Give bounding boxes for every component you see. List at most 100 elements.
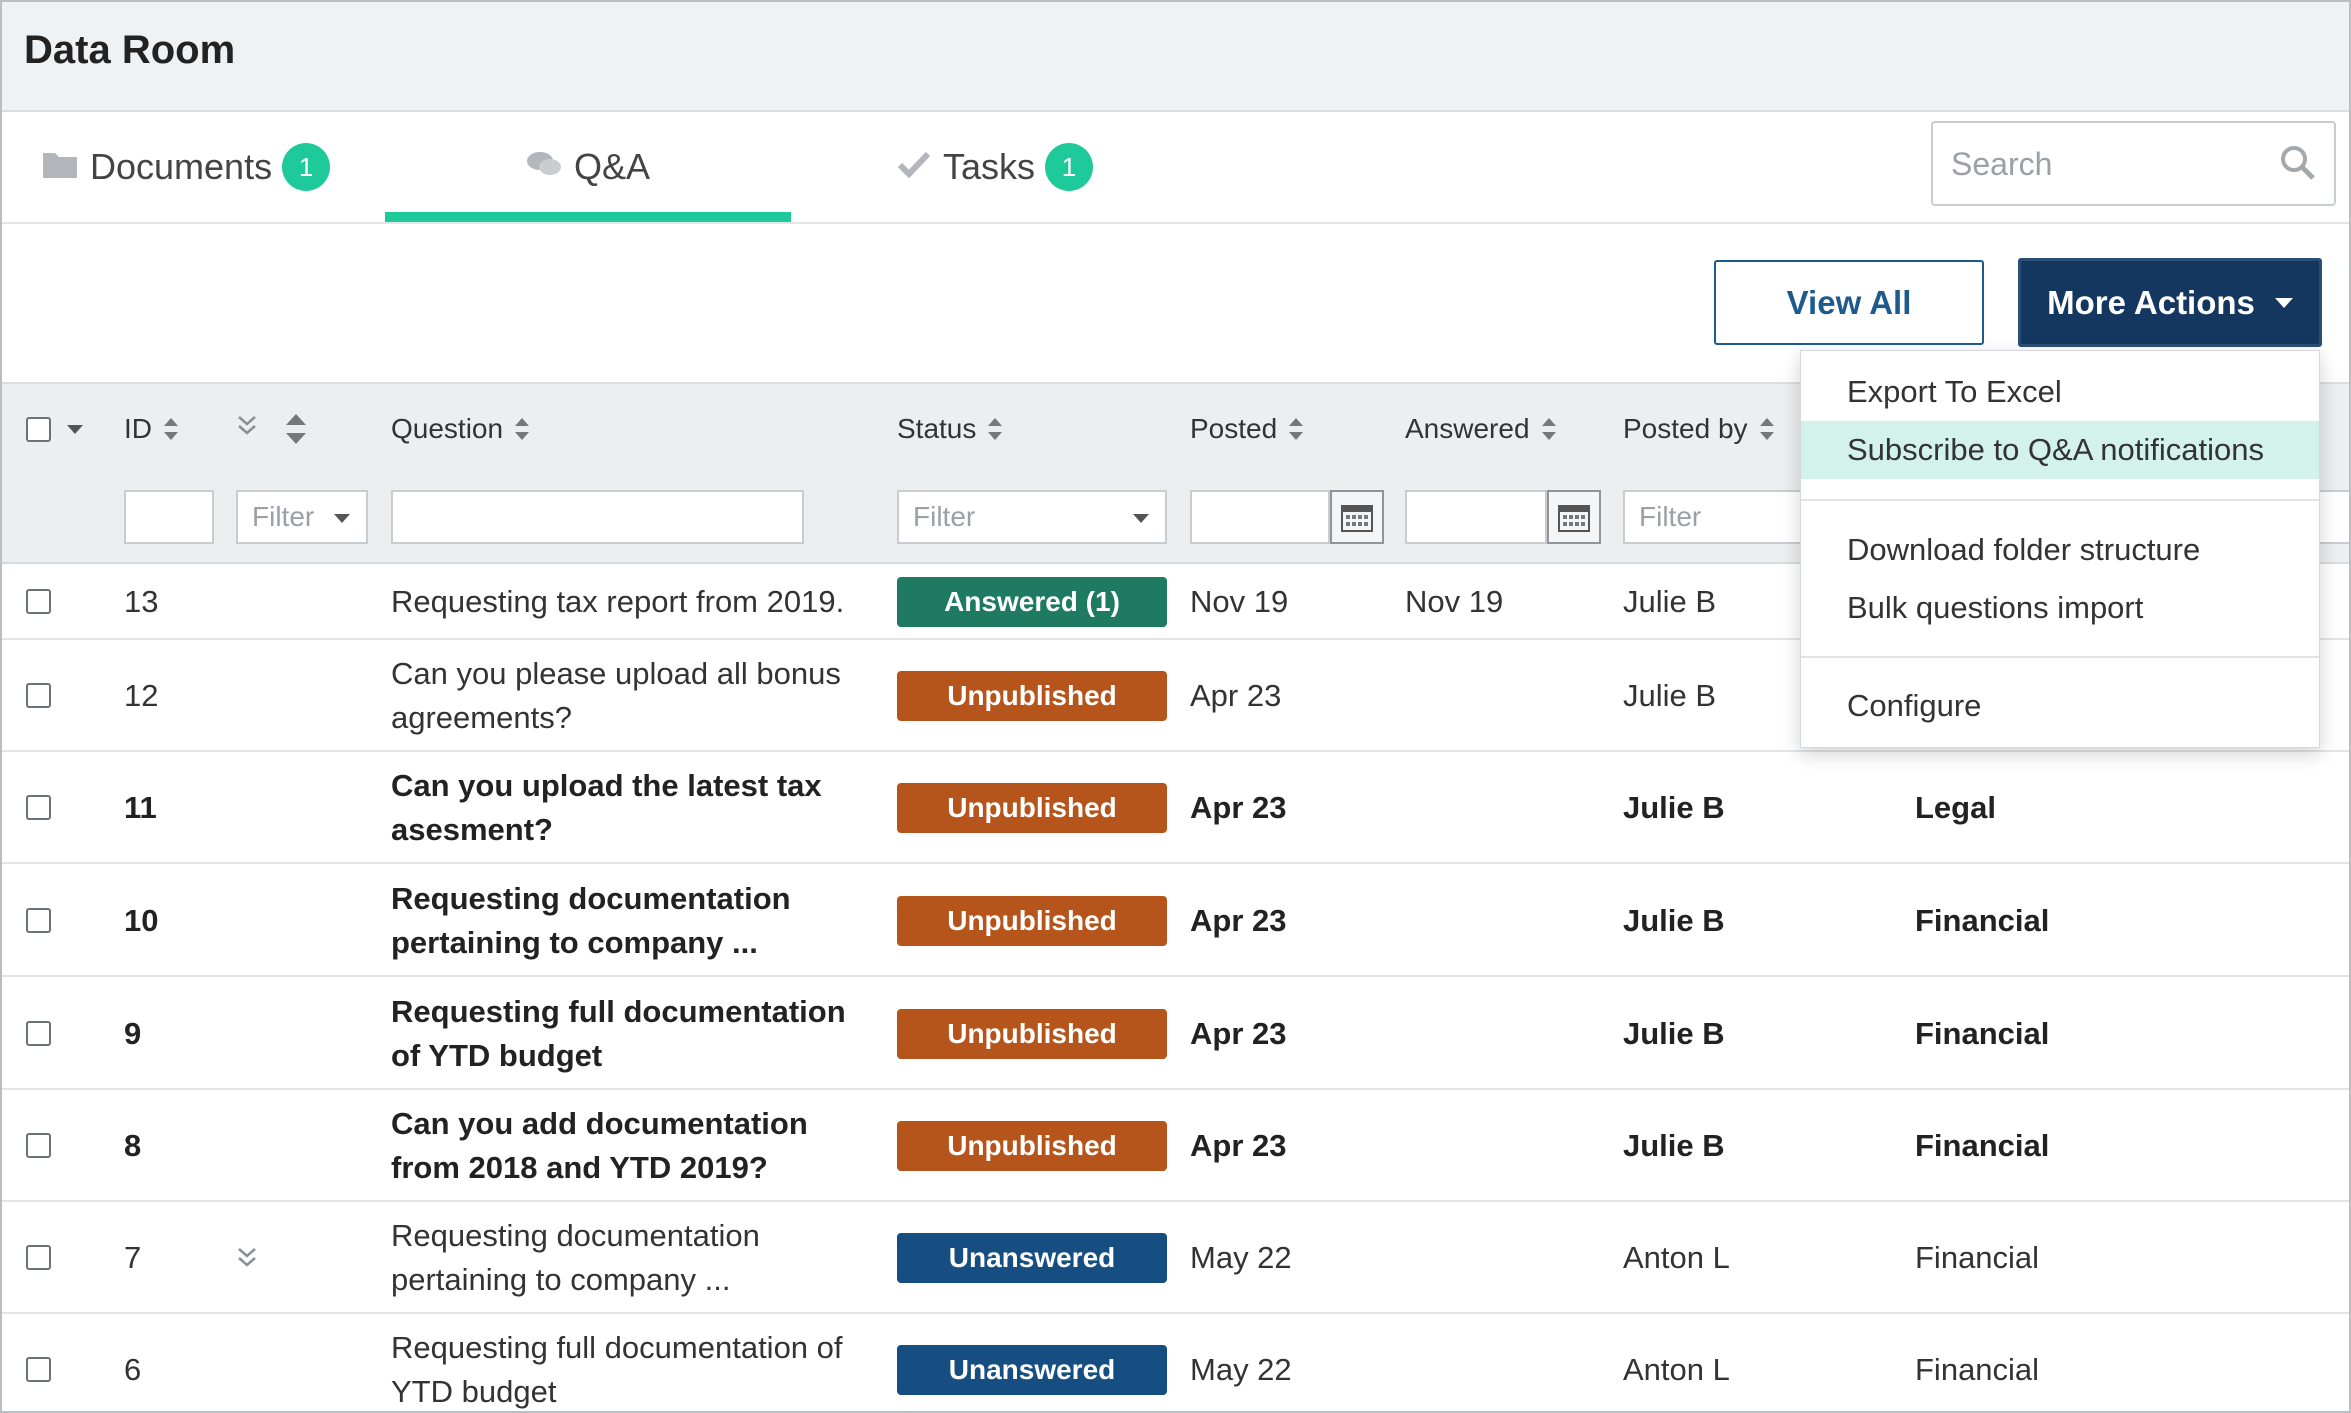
row-id: 8 <box>124 1128 142 1163</box>
menu-item-configure[interactable]: Configure <box>1847 688 1982 723</box>
tasks-count-badge: 1 <box>1045 143 1094 191</box>
page-title: Data Room <box>24 28 236 72</box>
row-posted-date: Apr 23 <box>1190 678 1282 713</box>
column-header-id[interactable]: ID <box>124 384 178 474</box>
search-input[interactable] <box>1951 141 2271 187</box>
tab-documents[interactable]: Documents 1 <box>42 112 331 222</box>
status-badge: Answered (1) <box>897 577 1167 627</box>
id-filter-input[interactable] <box>124 490 214 544</box>
caret-down-icon <box>334 514 350 523</box>
filter-placeholder: Filter <box>913 501 976 532</box>
row-id: 12 <box>124 678 159 713</box>
row-checkbox[interactable] <box>26 589 51 614</box>
search-icon[interactable] <box>2278 143 2318 183</box>
row-posted-by: Julie B <box>1623 790 1725 825</box>
row-question[interactable]: Can you please upload all bonus agreemen… <box>391 656 841 735</box>
menu-item-download-folder-structure[interactable]: Download folder structure <box>1847 532 2201 567</box>
menu-item-bulk-questions-import[interactable]: Bulk questions import <box>1847 590 2144 625</box>
row-category: Financial <box>1915 1015 2050 1051</box>
table-row[interactable]: 6 Requesting full documentation of YTD bu… <box>2 1314 2349 1411</box>
row-category: Legal <box>1915 790 1996 825</box>
table-row[interactable]: 11 Can you upload the latest tax asesment… <box>2 752 2349 864</box>
row-question[interactable]: Can you add documentation from 2018 and … <box>391 1106 808 1185</box>
sort-icon[interactable] <box>988 418 1003 440</box>
expand-filter-select[interactable]: Filter <box>236 490 368 544</box>
row-checkbox[interactable] <box>26 1245 51 1270</box>
column-header-status[interactable]: Status <box>897 384 1003 474</box>
row-question[interactable]: Requesting tax report from 2019. <box>391 584 845 619</box>
tab-qa[interactable]: Q&A <box>385 112 791 222</box>
row-posted-date: Apr 23 <box>1190 1015 1287 1051</box>
sort-icon[interactable] <box>515 418 530 440</box>
row-question[interactable]: Requesting full documentation of YTD bud… <box>391 1330 843 1409</box>
row-checkbox[interactable] <box>26 683 51 708</box>
sort-icon[interactable] <box>1541 418 1556 440</box>
more-actions-button[interactable]: More Actions <box>2018 258 2322 347</box>
column-header-question-label: Question <box>391 413 504 444</box>
answered-date-filter-input[interactable] <box>1405 490 1547 544</box>
row-posted-date: Apr 23 <box>1190 790 1287 825</box>
status-badge: Unpublished <box>897 1008 1167 1059</box>
caret-down-icon <box>2274 297 2293 308</box>
row-posted-by: Anton L <box>1623 1352 1730 1387</box>
search-box <box>1931 121 2336 206</box>
status-badge: Unpublished <box>897 783 1167 833</box>
row-category: Financial <box>1915 902 2050 938</box>
row-posted-by: Julie B <box>1623 1015 1725 1051</box>
column-header-status-label: Status <box>897 413 977 444</box>
table-row[interactable]: 8 Can you add documentation from 2018 and… <box>2 1090 2349 1202</box>
row-id: 10 <box>124 902 159 938</box>
row-question[interactable]: Requesting documentation pertaining to c… <box>391 880 791 960</box>
double-chevron-down-icon[interactable] <box>236 413 258 445</box>
table-row[interactable]: 9 Requesting full documentation of YTD bu… <box>2 977 2349 1090</box>
calendar-icon[interactable] <box>1330 490 1384 544</box>
row-id: 6 <box>124 1352 142 1387</box>
column-header-posted-by[interactable]: Posted by <box>1623 384 1774 474</box>
column-header-answered[interactable]: Answered <box>1405 384 1556 474</box>
status-badge: Unpublished <box>897 671 1167 721</box>
row-posted-date: Apr 23 <box>1190 1128 1287 1163</box>
status-badge: Unpublished <box>897 895 1167 946</box>
table-row[interactable]: 7 Requesting documentation pertaining to … <box>2 1202 2349 1314</box>
row-question[interactable]: Requesting documentation pertaining to c… <box>391 1218 760 1297</box>
select-all-checkbox[interactable] <box>26 416 51 442</box>
menu-item-export-to-excel[interactable]: Export To Excel <box>1847 374 2062 409</box>
column-header-question[interactable]: Question <box>391 384 530 474</box>
row-checkbox[interactable] <box>26 1133 51 1158</box>
double-chevron-down-icon[interactable] <box>236 1246 258 1275</box>
select-all-control[interactable] <box>26 384 83 474</box>
sort-icon[interactable] <box>1759 418 1774 440</box>
row-posted-by: Julie B <box>1623 584 1717 619</box>
row-question[interactable]: Requesting full documentation of YTD bud… <box>391 993 846 1073</box>
row-question[interactable]: Can you upload the latest tax asesment? <box>391 768 822 847</box>
tab-documents-label: Documents <box>90 146 273 187</box>
column-header-posted[interactable]: Posted <box>1190 384 1304 474</box>
row-checkbox[interactable] <box>26 1357 51 1382</box>
calendar-icon[interactable] <box>1547 490 1601 544</box>
posted-date-filter-input[interactable] <box>1190 490 1330 544</box>
title-bar: Data Room <box>2 2 2349 112</box>
column-header-expand[interactable] <box>236 384 306 474</box>
sort-icon[interactable] <box>286 414 306 444</box>
row-checkbox[interactable] <box>26 1020 51 1046</box>
row-posted-date: May 22 <box>1190 1240 1292 1275</box>
row-posted-date: Apr 23 <box>1190 902 1287 938</box>
menu-item-subscribe-notifications[interactable]: Subscribe to Q&A notifications <box>1801 421 2319 479</box>
sort-icon[interactable] <box>164 418 178 440</box>
row-checkbox[interactable] <box>26 907 51 933</box>
question-filter-input[interactable] <box>391 490 804 544</box>
row-posted-date: May 22 <box>1190 1352 1292 1387</box>
column-header-posted-label: Posted <box>1190 413 1278 444</box>
caret-down-icon[interactable] <box>67 424 83 434</box>
row-posted-by: Julie B <box>1623 1128 1725 1163</box>
row-posted-by: Anton L <box>1623 1240 1730 1275</box>
menu-divider <box>1801 656 2319 658</box>
tab-tasks[interactable]: Tasks 1 <box>897 112 1094 222</box>
sort-icon[interactable] <box>1289 418 1304 440</box>
folder-icon <box>42 146 78 188</box>
table-row[interactable]: 10 Requesting documentation pertaining to… <box>2 864 2349 977</box>
status-filter-select[interactable]: Filter <box>897 490 1167 544</box>
view-all-button[interactable]: View All <box>1714 260 1984 345</box>
row-checkbox[interactable] <box>26 795 51 820</box>
column-header-answered-label: Answered <box>1405 413 1530 444</box>
